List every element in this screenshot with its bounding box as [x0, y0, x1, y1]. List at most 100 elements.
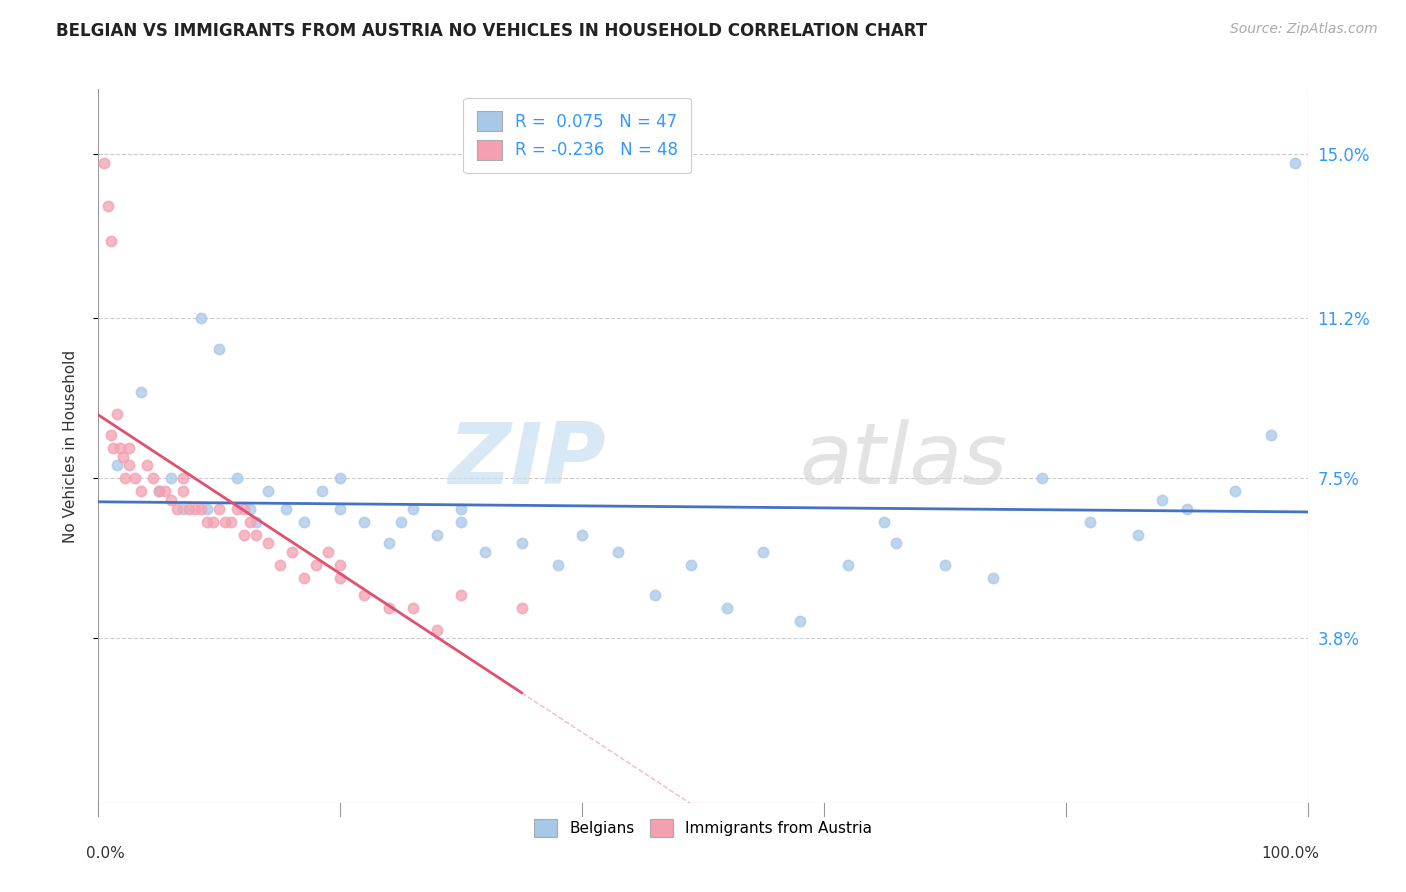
- Point: [124, 471, 146, 485]
- Point: [105, 407, 128, 421]
- Y-axis label: No Vehicles in Household: No Vehicles in Household: [63, 350, 77, 542]
- Point: [679, 558, 702, 572]
- Point: [1260, 428, 1282, 442]
- Point: [510, 536, 533, 550]
- Point: [329, 471, 352, 485]
- Point: [114, 471, 136, 485]
- Point: [101, 441, 124, 455]
- Point: [118, 458, 141, 473]
- Point: [1152, 493, 1174, 508]
- Point: [426, 623, 449, 637]
- Text: atlas: atlas: [800, 418, 1008, 502]
- Point: [239, 515, 262, 529]
- Point: [377, 601, 399, 615]
- Point: [329, 571, 352, 585]
- Text: ZIP: ZIP: [449, 418, 606, 502]
- Point: [1223, 484, 1246, 499]
- Point: [274, 501, 297, 516]
- Point: [232, 501, 254, 516]
- Point: [179, 501, 201, 516]
- Point: [256, 484, 278, 499]
- Point: [1175, 501, 1198, 516]
- Point: [450, 588, 472, 602]
- Point: [450, 515, 472, 529]
- Point: [214, 515, 236, 529]
- Point: [135, 458, 157, 473]
- Point: [93, 155, 115, 169]
- Point: [1078, 515, 1101, 529]
- Point: [166, 501, 188, 516]
- Point: [108, 441, 131, 455]
- Point: [202, 515, 225, 529]
- Point: [571, 527, 593, 541]
- Point: [1284, 155, 1306, 169]
- Point: [190, 501, 212, 516]
- Point: [100, 428, 122, 442]
- Point: [208, 501, 231, 516]
- Point: [474, 545, 496, 559]
- Text: 100.0%: 100.0%: [1261, 846, 1320, 861]
- Point: [184, 501, 207, 516]
- Point: [311, 484, 333, 499]
- Point: [269, 558, 291, 572]
- Point: [245, 527, 267, 541]
- Point: [232, 527, 254, 541]
- Point: [129, 384, 152, 399]
- Point: [316, 545, 339, 559]
- Text: BELGIAN VS IMMIGRANTS FROM AUSTRIA NO VEHICLES IN HOUSEHOLD CORRELATION CHART: BELGIAN VS IMMIGRANTS FROM AUSTRIA NO VE…: [56, 22, 928, 40]
- Point: [245, 515, 267, 529]
- Point: [148, 484, 170, 499]
- Point: [256, 536, 278, 550]
- Point: [100, 234, 122, 248]
- Point: [329, 558, 352, 572]
- Point: [172, 471, 194, 485]
- Point: [716, 601, 738, 615]
- Point: [402, 501, 425, 516]
- Point: [281, 545, 304, 559]
- Point: [547, 558, 569, 572]
- Point: [221, 515, 243, 529]
- Point: [111, 450, 134, 464]
- Point: [160, 471, 183, 485]
- Point: [118, 441, 141, 455]
- Point: [426, 527, 449, 541]
- Point: [226, 501, 249, 516]
- Point: [886, 536, 908, 550]
- Point: [153, 484, 176, 499]
- Point: [1031, 471, 1053, 485]
- Point: [105, 458, 128, 473]
- Point: [607, 545, 630, 559]
- Point: [450, 501, 472, 516]
- Point: [292, 515, 315, 529]
- Point: [148, 484, 170, 499]
- Point: [644, 588, 666, 602]
- Point: [129, 484, 152, 499]
- Point: [353, 588, 375, 602]
- Point: [172, 484, 194, 499]
- Point: [97, 199, 120, 213]
- Point: [305, 558, 328, 572]
- Legend: Belgians, Immigrants from Austria: Belgians, Immigrants from Austria: [526, 811, 880, 845]
- Point: [752, 545, 775, 559]
- Point: [226, 471, 249, 485]
- Point: [873, 515, 896, 529]
- Point: [789, 614, 811, 628]
- Point: [402, 601, 425, 615]
- Point: [160, 493, 183, 508]
- Point: [377, 536, 399, 550]
- Text: 0.0%: 0.0%: [86, 846, 125, 861]
- Point: [329, 501, 352, 516]
- Point: [195, 515, 218, 529]
- Point: [934, 558, 956, 572]
- Point: [239, 501, 262, 516]
- Point: [190, 311, 212, 326]
- Point: [292, 571, 315, 585]
- Point: [837, 558, 859, 572]
- Point: [172, 501, 194, 516]
- Text: Source: ZipAtlas.com: Source: ZipAtlas.com: [1230, 22, 1378, 37]
- Point: [1128, 527, 1150, 541]
- Point: [208, 342, 231, 356]
- Point: [510, 601, 533, 615]
- Point: [195, 501, 218, 516]
- Point: [142, 471, 165, 485]
